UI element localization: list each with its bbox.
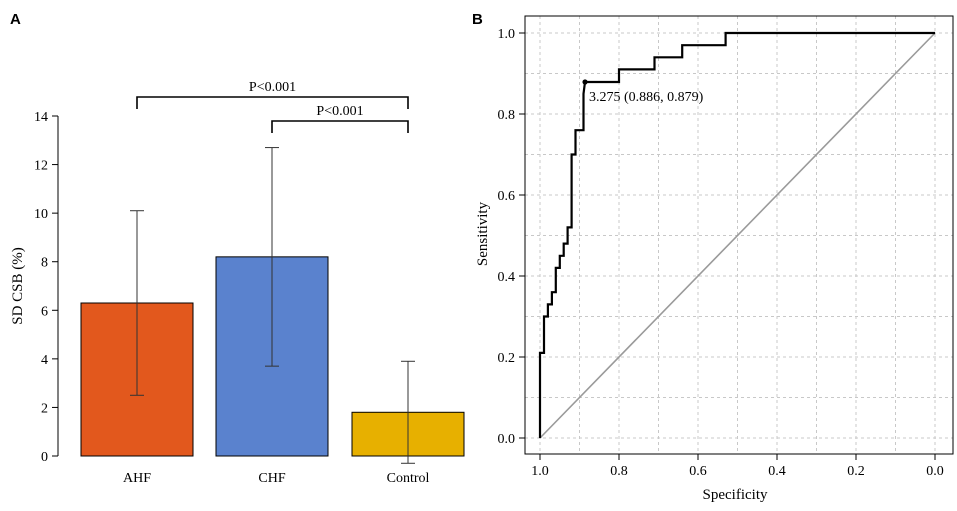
panel-a-letter: A	[10, 11, 21, 28]
panel-a-y-ticks: 0 2 4 6 8 10 12 14	[34, 110, 58, 465]
panel-b-x-tick-label: 0.4	[768, 464, 786, 479]
panel-b-x-ticks: 1.0 0.8 0.6 0.4 0.2 0.0	[531, 454, 944, 479]
significance-label: P<0.001	[316, 104, 363, 119]
panel-b-y-tick-label: 1.0	[498, 27, 516, 42]
panel-b-y-tick-label: 0.0	[498, 432, 516, 447]
panel-b-y-tick-label: 0.2	[498, 351, 516, 366]
roc-curve	[538, 31, 935, 438]
panel-b-frame	[524, 15, 954, 455]
reference-line	[539, 32, 936, 439]
significance-label: P<0.001	[249, 80, 296, 95]
panel-b-x-tick-label: 0.0	[926, 464, 944, 479]
panel-a-y-tick-label: 4	[41, 353, 48, 368]
panel-a-y-tick-label: 14	[34, 110, 48, 125]
panel-a-y-tick-label: 10	[34, 207, 48, 222]
panel-b-x-tick-label: 1.0	[531, 464, 549, 479]
panel-b-x-label: Specificity	[703, 487, 768, 503]
panel-b-letter: B	[472, 11, 483, 28]
panel-a-y-tick-label: 12	[34, 159, 48, 174]
panel-b-x-tick-label: 0.8	[610, 464, 628, 479]
category-label-ahf: AHF	[123, 471, 151, 486]
panel-b-y-tick-label: 0.6	[498, 189, 516, 204]
panel-b-y-ticks: 0.0 0.2 0.4 0.6 0.8 1.0	[498, 27, 525, 447]
panel-b-x-tick-label: 0.6	[689, 464, 707, 479]
panel-a-y-tick-label: 8	[41, 256, 48, 271]
significance-bracket	[271, 120, 409, 133]
panel-a-significance: P<0.001 P<0.001	[136, 80, 409, 133]
panel-a-x-labels: AHF CHF Control	[123, 471, 430, 486]
panel-a-y-tick-label: 2	[41, 401, 48, 416]
panel-b-y-tick-label: 0.4	[498, 270, 516, 285]
panel-b-y-label: Sensitivity	[475, 201, 491, 266]
panel-a-error-bars	[130, 147, 415, 464]
panel-a-y-tick-label: 0	[41, 450, 48, 465]
panel-a-y-label: SD CSB (%)	[10, 247, 26, 325]
category-label-chf: CHF	[258, 471, 285, 486]
significance-bracket	[136, 96, 409, 109]
panel-b-x-tick-label: 0.2	[847, 464, 865, 479]
category-label-control: Control	[387, 471, 430, 486]
cutoff-point	[582, 79, 588, 85]
panel-b-y-tick-label: 0.8	[498, 108, 516, 123]
panel-a-y-tick-label: 6	[41, 304, 48, 319]
panel-b: B 0.00.20.40.60.81.0 1.0 0.8 0.6 0.4 0.2 0.0 …	[472, 11, 954, 503]
cutoff-annotation: 3.275 (0.886, 0.879)	[589, 90, 704, 105]
panel-a: A 0 2 4 6 8 10 12 14 SD CSB (%) AHF CHF Control P…	[10, 11, 465, 486]
